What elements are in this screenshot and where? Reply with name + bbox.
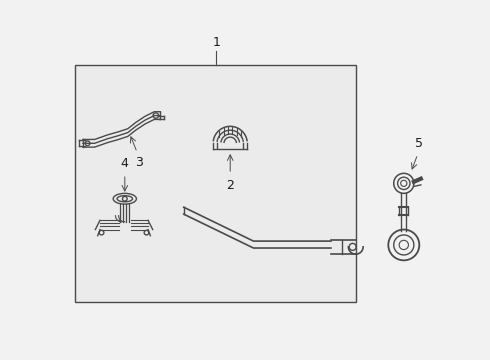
Text: 4: 4 — [121, 157, 129, 170]
Text: 3: 3 — [135, 156, 143, 170]
Bar — [75, 65, 356, 302]
Text: 2: 2 — [226, 179, 234, 192]
Text: 5: 5 — [415, 137, 422, 150]
Text: 1: 1 — [212, 36, 220, 49]
